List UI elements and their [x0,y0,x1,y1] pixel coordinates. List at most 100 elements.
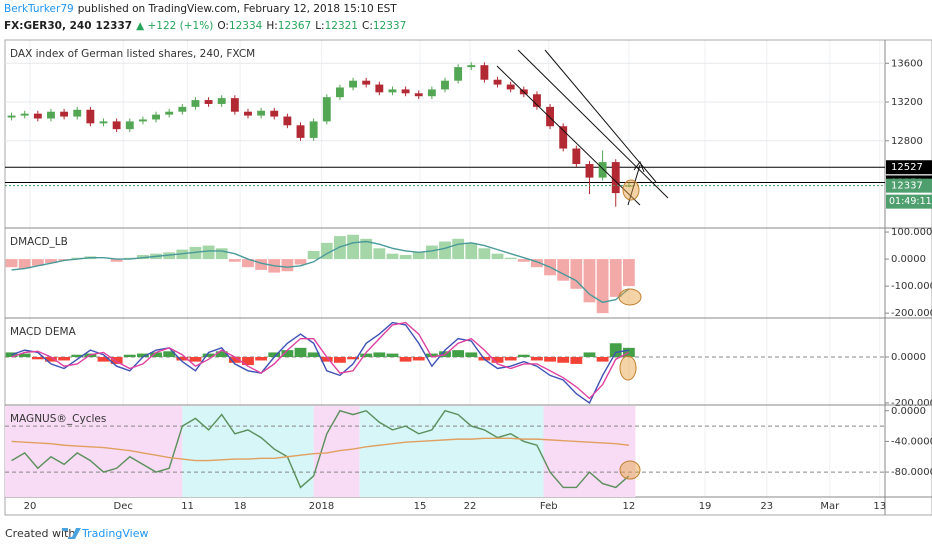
histogram-bar [386,353,399,358]
histogram-bar [176,357,189,361]
candle-body [7,115,16,118]
y-tick-label: -200.0000 [891,398,932,409]
frame [4,39,932,516]
histogram-bar [465,242,478,260]
highlight [622,179,640,201]
y-tick-label: -200.0000 [891,308,932,319]
candle-body [585,164,594,178]
histogram-bar [596,357,609,362]
histogram-bar [478,248,491,260]
histogram-bar [452,350,465,358]
histogram-bar [347,357,359,360]
histogram-bar [123,354,136,358]
countdown-box [886,194,932,209]
histogram-bar [268,352,281,358]
last: 12337 [95,20,133,32]
candle-body [493,79,502,85]
candle-body [270,110,279,117]
header-line-1: BerkTurker79 published on TradingView.co… [4,3,397,15]
y-tick-label: 0.0000 [891,406,926,417]
region [359,406,544,497]
o-label: O: [217,20,229,32]
histogram-bar [399,255,412,260]
indicator-line [11,240,630,304]
indicator-line [11,409,630,489]
author[interactable]: BerkTurker79 [4,3,74,15]
x-tick-label: Feb [540,501,558,512]
candle-body [375,84,384,93]
candle-body [401,89,410,94]
histogram-bar [504,257,517,260]
candle-body [47,111,55,119]
histogram-bar [517,259,530,262]
histogram-bar [583,352,596,358]
drawing [544,49,657,183]
candle-body [99,121,108,124]
histogram-bar [294,347,307,358]
histogram-bar [465,352,478,358]
histogram-bar [242,357,254,366]
published: published on TradingView.com, February 1… [77,3,397,15]
x-tick-label: 11 [181,501,194,512]
histogram-bar [31,357,44,360]
histogram-bar [294,259,307,265]
indicator-line [11,321,630,404]
l: 12321 [324,20,358,32]
y-tick-label: 100.0000 [891,227,932,238]
c: 12337 [372,20,407,32]
histogram-bar [412,357,425,361]
histogram-bar [71,354,84,358]
candle-body [506,84,515,90]
candle-body [335,87,344,98]
histogram-bar [360,353,373,358]
histogram-bar [18,259,31,269]
candle-body [467,65,476,68]
x-tick-label: 20 [24,501,37,512]
histogram-bar [504,357,517,361]
indicator-line [11,321,630,400]
histogram-bar [596,259,609,314]
candle-body [244,111,252,116]
candle-body [217,98,226,104]
x-tick-label: 15 [414,501,427,512]
histogram-bar [452,238,465,260]
candle-body [178,106,187,112]
histogram-bar [425,353,438,358]
candle-body [60,111,69,117]
histogram-bar [163,351,176,358]
drawing [517,49,669,199]
footer-brand[interactable]: TradingView [81,527,148,540]
y-tick-label: -100.0000 [891,281,932,292]
histogram-bar [137,353,149,358]
candle-body [204,100,213,104]
candle-body [611,162,620,194]
candle-body [20,113,29,116]
x-tick-label: 12 [623,501,636,512]
y-tick-label: 0.0000 [891,254,926,265]
histogram-bar [228,259,241,262]
change: ▲ +122 (+1%) [136,20,214,32]
highlight [618,288,642,306]
histogram-bar [189,357,202,362]
y-tick-label: 12800 [891,136,923,147]
y-tick-label: 13200 [891,97,923,108]
candle-body [533,94,541,107]
histogram-bar [307,352,320,358]
histogram-bar [609,343,622,358]
histogram-bar [320,242,333,260]
drawing [627,164,641,206]
region [5,406,183,497]
histogram-bar [412,252,425,260]
candle-body [454,67,463,81]
candle-body [572,148,581,165]
candle-body [349,80,357,88]
histogram-bar [45,357,57,362]
histogram-bar [531,357,543,361]
x-tick-label: 18 [234,501,247,512]
y-tick-label: 13600 [891,58,923,69]
histogram-bar [242,259,254,268]
l-label: L: [315,20,325,32]
candle-body [427,89,436,97]
y-tick-label: -80.0000 [891,467,932,478]
